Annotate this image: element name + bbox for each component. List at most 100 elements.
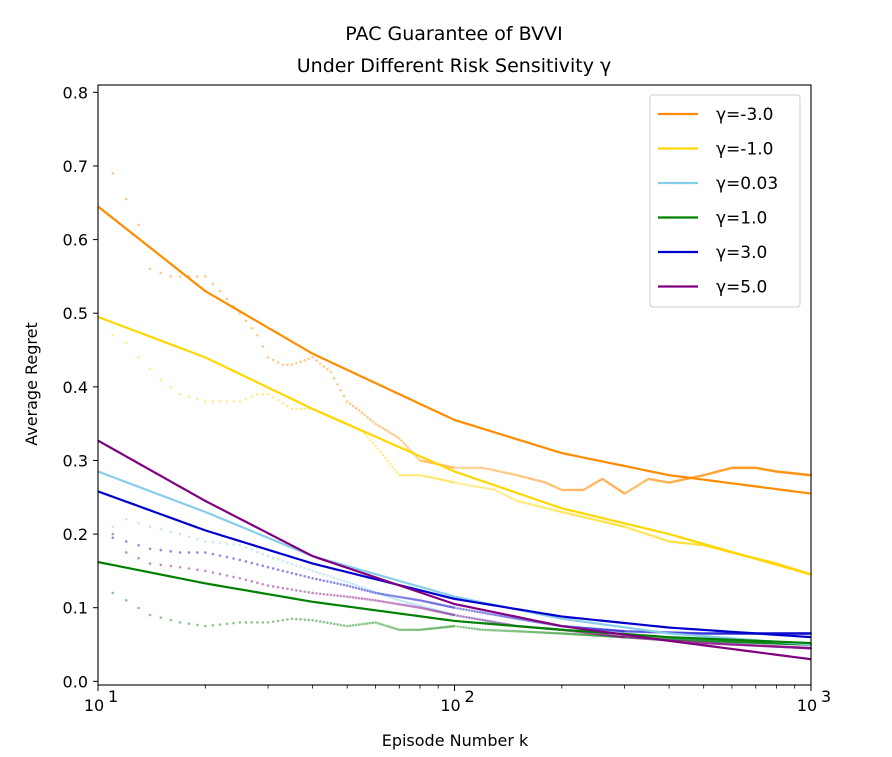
empirical-point xyxy=(752,641,755,644)
empirical-point xyxy=(542,506,546,509)
empirical-point xyxy=(286,570,289,574)
empirical-point xyxy=(547,482,551,486)
empirical-point xyxy=(435,602,438,606)
empirical-point xyxy=(232,557,235,560)
empirical-point xyxy=(691,639,694,642)
empirical-point xyxy=(496,489,499,493)
empirical-point xyxy=(148,613,152,617)
empirical-point xyxy=(765,644,769,648)
empirical-point xyxy=(318,572,322,575)
empirical-point xyxy=(420,599,424,603)
empirical-point xyxy=(721,632,725,635)
empirical-point xyxy=(481,618,485,622)
empirical-point xyxy=(793,632,797,635)
empirical-point xyxy=(804,473,807,476)
empirical-point xyxy=(686,542,689,545)
empirical-point xyxy=(572,513,576,517)
empirical-point xyxy=(621,490,624,494)
empirical-point xyxy=(218,554,222,557)
empirical-point xyxy=(573,488,577,492)
empirical-point xyxy=(696,543,699,546)
empirical-point xyxy=(366,622,369,625)
legend-label-2: γ=0.03 xyxy=(716,174,778,194)
empirical-point xyxy=(696,475,699,478)
empirical-point xyxy=(722,640,726,643)
empirical-point xyxy=(741,643,744,647)
empirical-point xyxy=(706,639,709,643)
empirical-point xyxy=(792,472,796,475)
empirical-point xyxy=(290,571,294,575)
empirical-point xyxy=(431,609,435,612)
empirical-point xyxy=(696,639,699,642)
empirical-point xyxy=(742,640,746,644)
empirical-point xyxy=(426,475,429,479)
empirical-point xyxy=(599,634,603,638)
empirical-point xyxy=(286,363,289,367)
empirical-point xyxy=(679,478,683,482)
empirical-point xyxy=(672,540,675,544)
empirical-point xyxy=(715,639,718,643)
empirical-point xyxy=(250,561,254,565)
empirical-point xyxy=(566,632,570,636)
empirical-point xyxy=(488,612,492,616)
empirical-point xyxy=(379,599,382,603)
empirical-point xyxy=(686,631,689,635)
empirical-point xyxy=(695,631,698,635)
empirical-point xyxy=(218,541,222,545)
empirical-point xyxy=(404,604,408,607)
empirical-point xyxy=(661,538,665,541)
empirical-point xyxy=(708,642,711,645)
empirical-point xyxy=(657,479,661,483)
empirical-point xyxy=(529,503,533,506)
empirical-point xyxy=(478,618,482,621)
empirical-point xyxy=(611,634,615,638)
empirical-point xyxy=(354,623,358,627)
empirical-point xyxy=(739,466,743,470)
empirical-point xyxy=(709,639,712,643)
empirical-point xyxy=(467,466,471,470)
empirical-point xyxy=(496,469,499,473)
empirical-point xyxy=(775,470,778,473)
axes-layer: 0.00.10.20.30.40.50.60.70.810 1 10 2 10 3 xyxy=(63,83,832,715)
empirical-point xyxy=(232,543,235,546)
empirical-point xyxy=(770,469,773,472)
empirical-point xyxy=(799,632,803,635)
empirical-point xyxy=(745,643,748,647)
empirical-point xyxy=(618,635,621,639)
empirical-point xyxy=(789,471,792,475)
empirical-point xyxy=(371,589,375,593)
empirical-point xyxy=(685,541,688,545)
empirical-point xyxy=(614,486,618,490)
empirical-point xyxy=(715,470,718,474)
empirical-point xyxy=(768,469,772,472)
empirical-point xyxy=(805,632,809,635)
empirical-point xyxy=(590,484,593,487)
empirical-point xyxy=(549,507,552,511)
empirical-point xyxy=(673,638,676,641)
empirical-point xyxy=(339,578,343,582)
empirical-point xyxy=(747,466,751,470)
empirical-point xyxy=(137,606,140,610)
empirical-point xyxy=(303,407,306,411)
empirical-point xyxy=(686,638,689,642)
empirical-point xyxy=(402,596,405,599)
empirical-point xyxy=(326,621,329,625)
empirical-point xyxy=(159,528,163,531)
empirical-point xyxy=(232,400,235,403)
empirical-point xyxy=(806,473,809,477)
empirical-point xyxy=(560,632,564,635)
empirical-point xyxy=(755,641,759,644)
empirical-point xyxy=(393,468,397,471)
empirical-point xyxy=(238,558,242,562)
fit-line-4 xyxy=(97,490,812,639)
empirical-point xyxy=(699,474,703,478)
empirical-point xyxy=(624,630,628,633)
empirical-point xyxy=(702,632,706,635)
empirical-point xyxy=(624,525,628,529)
empirical-point xyxy=(329,580,333,584)
empirical-point xyxy=(798,632,802,635)
empirical-point xyxy=(603,633,607,637)
empirical-point xyxy=(702,473,706,477)
empirical-point xyxy=(408,628,412,632)
empirical-point xyxy=(785,632,789,635)
